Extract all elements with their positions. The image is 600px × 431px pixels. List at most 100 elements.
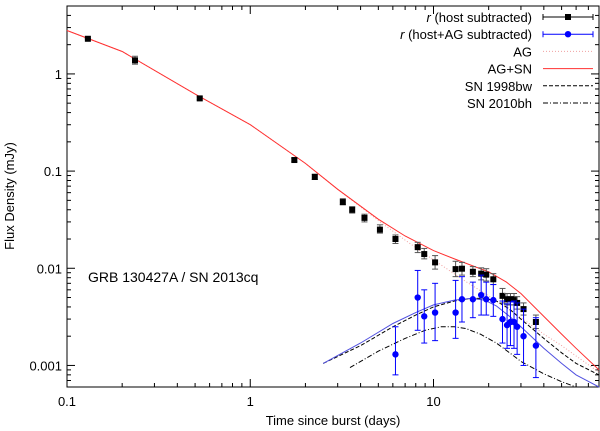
x-axis-title: Time since burst (days) <box>266 413 401 428</box>
host-subtracted-point <box>432 255 439 270</box>
legend-label: AG+SN <box>488 62 532 77</box>
host-ag-subtracted-point <box>503 303 511 349</box>
host-subtracted-point <box>196 95 203 102</box>
legend-label: SN 1998bw <box>465 79 533 94</box>
y-tick-label: 0.1 <box>44 164 62 179</box>
host-ag-subtracted-point <box>510 300 518 349</box>
square-marker <box>291 157 298 164</box>
host-subtracted-point <box>349 206 356 214</box>
legend-entry: AG+SN <box>488 62 593 77</box>
host-ag-subtracted-point <box>477 274 485 316</box>
curve-sn-2010bh <box>349 326 577 388</box>
curve-blue-model <box>322 297 600 388</box>
host-ag-subtracted-point <box>452 279 459 339</box>
legend-entry: r (host+AG subtracted) <box>400 27 594 42</box>
host-ag-subtracted-point <box>499 300 506 344</box>
circle-marker <box>510 318 518 326</box>
circle-marker <box>499 315 506 323</box>
square-marker <box>392 236 399 243</box>
host-subtracted-point <box>469 266 476 278</box>
host-ag-subtracted-point <box>520 308 527 366</box>
host-subtracted-point <box>131 55 138 65</box>
square-marker <box>84 35 91 42</box>
x-tick-label: 10 <box>426 394 440 409</box>
legend-entry: r (host subtracted) <box>427 10 594 25</box>
square-marker <box>131 57 138 64</box>
host-subtracted-point <box>392 234 399 244</box>
square-marker <box>483 271 490 278</box>
circle-marker <box>469 296 477 303</box>
circle-marker <box>392 351 399 358</box>
square-marker <box>511 296 518 303</box>
square-marker <box>452 266 459 273</box>
host-ag-subtracted-point <box>414 269 421 331</box>
square-marker <box>361 214 368 221</box>
circle-marker <box>414 294 421 301</box>
host-subtracted-point <box>291 157 298 164</box>
square-marker <box>499 292 506 299</box>
host-ag-subtracted-point <box>483 281 490 316</box>
data-points <box>84 35 540 379</box>
square-marker <box>414 244 421 251</box>
square-marker <box>339 199 346 206</box>
host-ag-subtracted-point <box>458 276 466 323</box>
circle-marker <box>490 296 497 304</box>
circle-marker <box>532 342 540 349</box>
circle-marker <box>431 309 439 316</box>
legend-label: AG <box>513 44 532 59</box>
host-subtracted-point <box>483 268 490 282</box>
circle-marker <box>452 309 459 316</box>
circle-marker <box>520 332 527 340</box>
legend-entry: SN 2010bh <box>467 96 593 111</box>
host-subtracted-point <box>84 35 91 42</box>
axis-ticks: 0.1 1 10 0.001 0.01 0.1 1 <box>29 5 600 409</box>
legend-square-marker <box>565 14 571 20</box>
host-ag-subtracted-point <box>513 302 521 355</box>
host-ag-subtracted-point <box>431 282 439 342</box>
legend: r (host subtracted) r (host+AG subtracted… <box>400 10 594 111</box>
curve-sn-1998bw <box>322 297 600 376</box>
host-ag-subtracted-point <box>490 284 497 317</box>
host-subtracted-point <box>361 213 368 223</box>
host-subtracted-point <box>421 247 428 260</box>
square-marker <box>504 296 511 303</box>
host-ag-subtracted-point <box>392 326 399 376</box>
host-subtracted-point <box>311 173 318 180</box>
legend-label: r (host+AG subtracted) <box>400 27 532 42</box>
square-marker <box>196 95 203 102</box>
square-marker <box>490 276 497 283</box>
annotation-label: GRB 130427A / SN 2013cq <box>88 269 258 285</box>
legend-entry: AG <box>513 44 593 59</box>
curve-ag-sn <box>66 30 600 371</box>
square-marker <box>311 173 318 180</box>
y-tick-label: 1 <box>55 67 62 82</box>
square-marker <box>507 296 514 303</box>
square-marker <box>349 206 356 213</box>
host-subtracted-point <box>458 261 465 276</box>
x-tick-label: 1 <box>247 394 254 409</box>
x-tick-label: 0.1 <box>58 394 76 409</box>
host-ag-subtracted-point <box>532 317 540 379</box>
circle-marker <box>483 296 490 303</box>
host-subtracted-point <box>452 260 459 278</box>
plot-frame <box>66 5 600 388</box>
host-ag-subtracted-point <box>469 281 477 319</box>
square-marker <box>469 268 476 275</box>
circle-marker <box>477 291 485 299</box>
host-subtracted-point <box>499 287 506 304</box>
host-subtracted-point <box>376 224 383 234</box>
square-marker <box>458 265 465 272</box>
legend-label: SN 2010bh <box>467 96 532 111</box>
y-tick-label: 0.01 <box>37 261 62 276</box>
circle-marker <box>458 296 466 303</box>
square-marker <box>376 226 383 233</box>
host-subtracted-point <box>414 241 421 254</box>
y-axis-title: Flux Density (mJy) <box>2 142 17 250</box>
circle-marker <box>421 313 428 320</box>
square-marker <box>421 251 428 258</box>
y-tick-label: 0.001 <box>29 358 62 373</box>
legend-label: r (host subtracted) <box>427 10 533 25</box>
square-marker <box>432 259 439 266</box>
legend-entry: SN 1998bw <box>465 79 593 94</box>
